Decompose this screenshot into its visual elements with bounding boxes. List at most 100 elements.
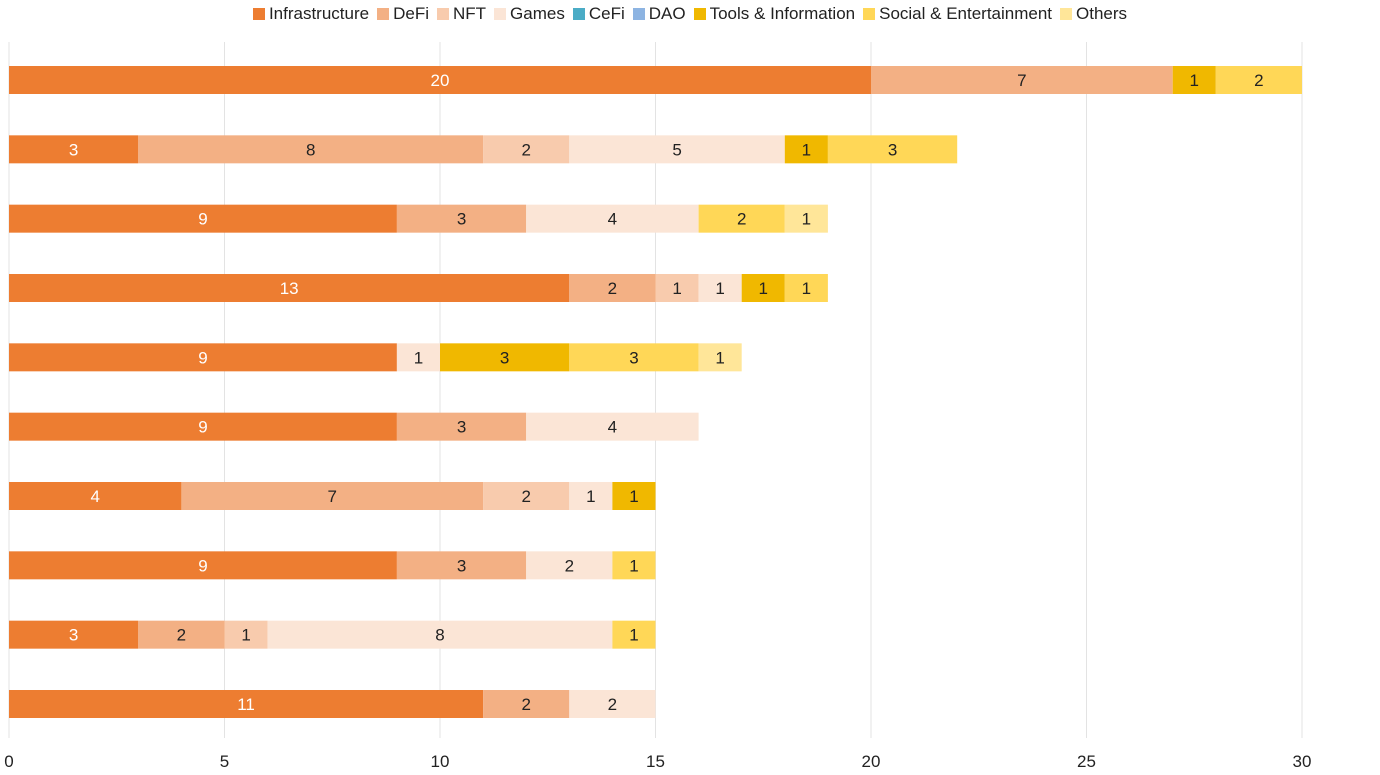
bar-segment xyxy=(181,482,484,510)
data-label: 1 xyxy=(414,348,423,367)
data-label: 2 xyxy=(608,279,617,298)
x-tick-label: 5 xyxy=(220,752,229,771)
bar-segment xyxy=(9,482,182,510)
data-label: 2 xyxy=(521,487,530,506)
bar-segment xyxy=(9,620,139,649)
bar-segment xyxy=(569,135,785,164)
legend-item: Games xyxy=(494,4,565,24)
x-tick-label: 0 xyxy=(4,752,13,771)
data-label: 3 xyxy=(500,348,509,367)
bar-segment xyxy=(871,66,1173,94)
bar-segment xyxy=(526,412,699,441)
bar-segment xyxy=(396,412,527,441)
bar-segment xyxy=(741,274,785,302)
data-label: 4 xyxy=(608,210,617,229)
x-tick-label: 30 xyxy=(1293,752,1312,771)
bar-segment xyxy=(612,620,656,649)
x-tick-label: 25 xyxy=(1077,752,1096,771)
bar-segment xyxy=(9,66,871,94)
legend-swatch xyxy=(437,8,449,20)
legend-item: Infrastructure xyxy=(252,4,370,24)
data-label: 9 xyxy=(198,556,207,575)
legend-label: Social & Entertainment xyxy=(879,4,1053,23)
legend-swatch xyxy=(494,8,507,20)
data-label: 3 xyxy=(69,140,78,159)
legend-item: DAO xyxy=(632,4,686,24)
data-label: 5 xyxy=(672,140,681,159)
legend-label: Others xyxy=(1076,4,1128,23)
bar-segment xyxy=(784,274,828,302)
data-label: 2 xyxy=(737,210,746,229)
legend-label: Infrastructure xyxy=(268,4,370,23)
data-label: 3 xyxy=(888,140,897,159)
x-tick-label: 15 xyxy=(646,752,665,771)
legend-label: Games xyxy=(510,4,565,23)
legend-label: Tools & Information xyxy=(709,4,856,23)
legend-swatch xyxy=(632,8,645,20)
legend-label: NFT xyxy=(453,4,487,23)
bar-segment xyxy=(9,204,397,233)
legend: Infrastructure DeFi NFT Games CeFi DAO Tools &… xyxy=(0,4,1380,24)
bar-segment xyxy=(698,343,742,372)
data-label: 1 xyxy=(629,487,638,506)
legend-item: DeFi xyxy=(377,4,429,24)
bar-segment xyxy=(138,135,484,164)
bar-segment xyxy=(655,274,699,302)
legend-label: DAO xyxy=(648,4,686,23)
bar-segment xyxy=(267,620,613,649)
data-label: 9 xyxy=(198,418,207,437)
legend-label: DeFi xyxy=(393,4,429,23)
legend-swatch xyxy=(863,8,876,20)
data-label: 8 xyxy=(306,140,315,159)
legend-item: NFT xyxy=(437,4,486,24)
data-label: 1 xyxy=(759,279,768,298)
bar-segment xyxy=(396,343,440,372)
data-label: 1 xyxy=(715,348,724,367)
data-label: 20 xyxy=(431,71,450,90)
bar-segment xyxy=(396,551,527,580)
data-label: 7 xyxy=(1017,71,1026,90)
legend-swatch xyxy=(1060,8,1073,20)
data-label: 1 xyxy=(1190,71,1199,90)
data-label: 1 xyxy=(629,556,638,575)
x-tick-label: 10 xyxy=(431,752,450,771)
data-label: 3 xyxy=(629,348,638,367)
legend-swatch xyxy=(252,8,265,20)
bar-segment xyxy=(9,412,397,441)
bar-segment xyxy=(827,135,958,164)
data-label: 2 xyxy=(608,695,617,714)
bar-segment xyxy=(9,274,570,302)
data-label: 11 xyxy=(237,695,255,714)
legend-item: CeFi xyxy=(572,4,625,24)
data-label: 3 xyxy=(457,556,466,575)
data-label: 1 xyxy=(672,279,681,298)
legend-item: Others xyxy=(1060,4,1127,24)
data-label: 1 xyxy=(802,279,811,298)
data-label: 3 xyxy=(457,210,466,229)
bar-segment xyxy=(569,343,699,372)
data-label: 7 xyxy=(328,487,337,506)
legend-label: CeFi xyxy=(588,4,625,23)
bar-segment xyxy=(612,551,656,580)
data-label: 1 xyxy=(241,626,250,645)
legend-item: Tools & Information xyxy=(693,4,856,24)
bar-segment xyxy=(1215,66,1302,94)
bar-segment xyxy=(440,343,570,372)
bar-segment xyxy=(483,690,570,718)
legend-swatch xyxy=(693,8,706,20)
bar-segment xyxy=(1172,66,1216,94)
bar-segment xyxy=(396,204,527,233)
data-label: 9 xyxy=(198,348,207,367)
data-label: 1 xyxy=(802,210,811,229)
data-label: 2 xyxy=(1254,71,1263,90)
bar-segment xyxy=(9,551,397,580)
bar-segment xyxy=(698,274,742,302)
legend-item: Social & Entertainment xyxy=(863,4,1052,24)
data-label: 2 xyxy=(177,626,186,645)
data-label: 13 xyxy=(280,279,299,298)
bar-segment xyxy=(224,620,268,649)
bar-segment xyxy=(569,274,656,302)
data-label: 8 xyxy=(435,626,444,645)
bar-segment xyxy=(483,482,570,510)
bar-segment xyxy=(784,135,828,164)
